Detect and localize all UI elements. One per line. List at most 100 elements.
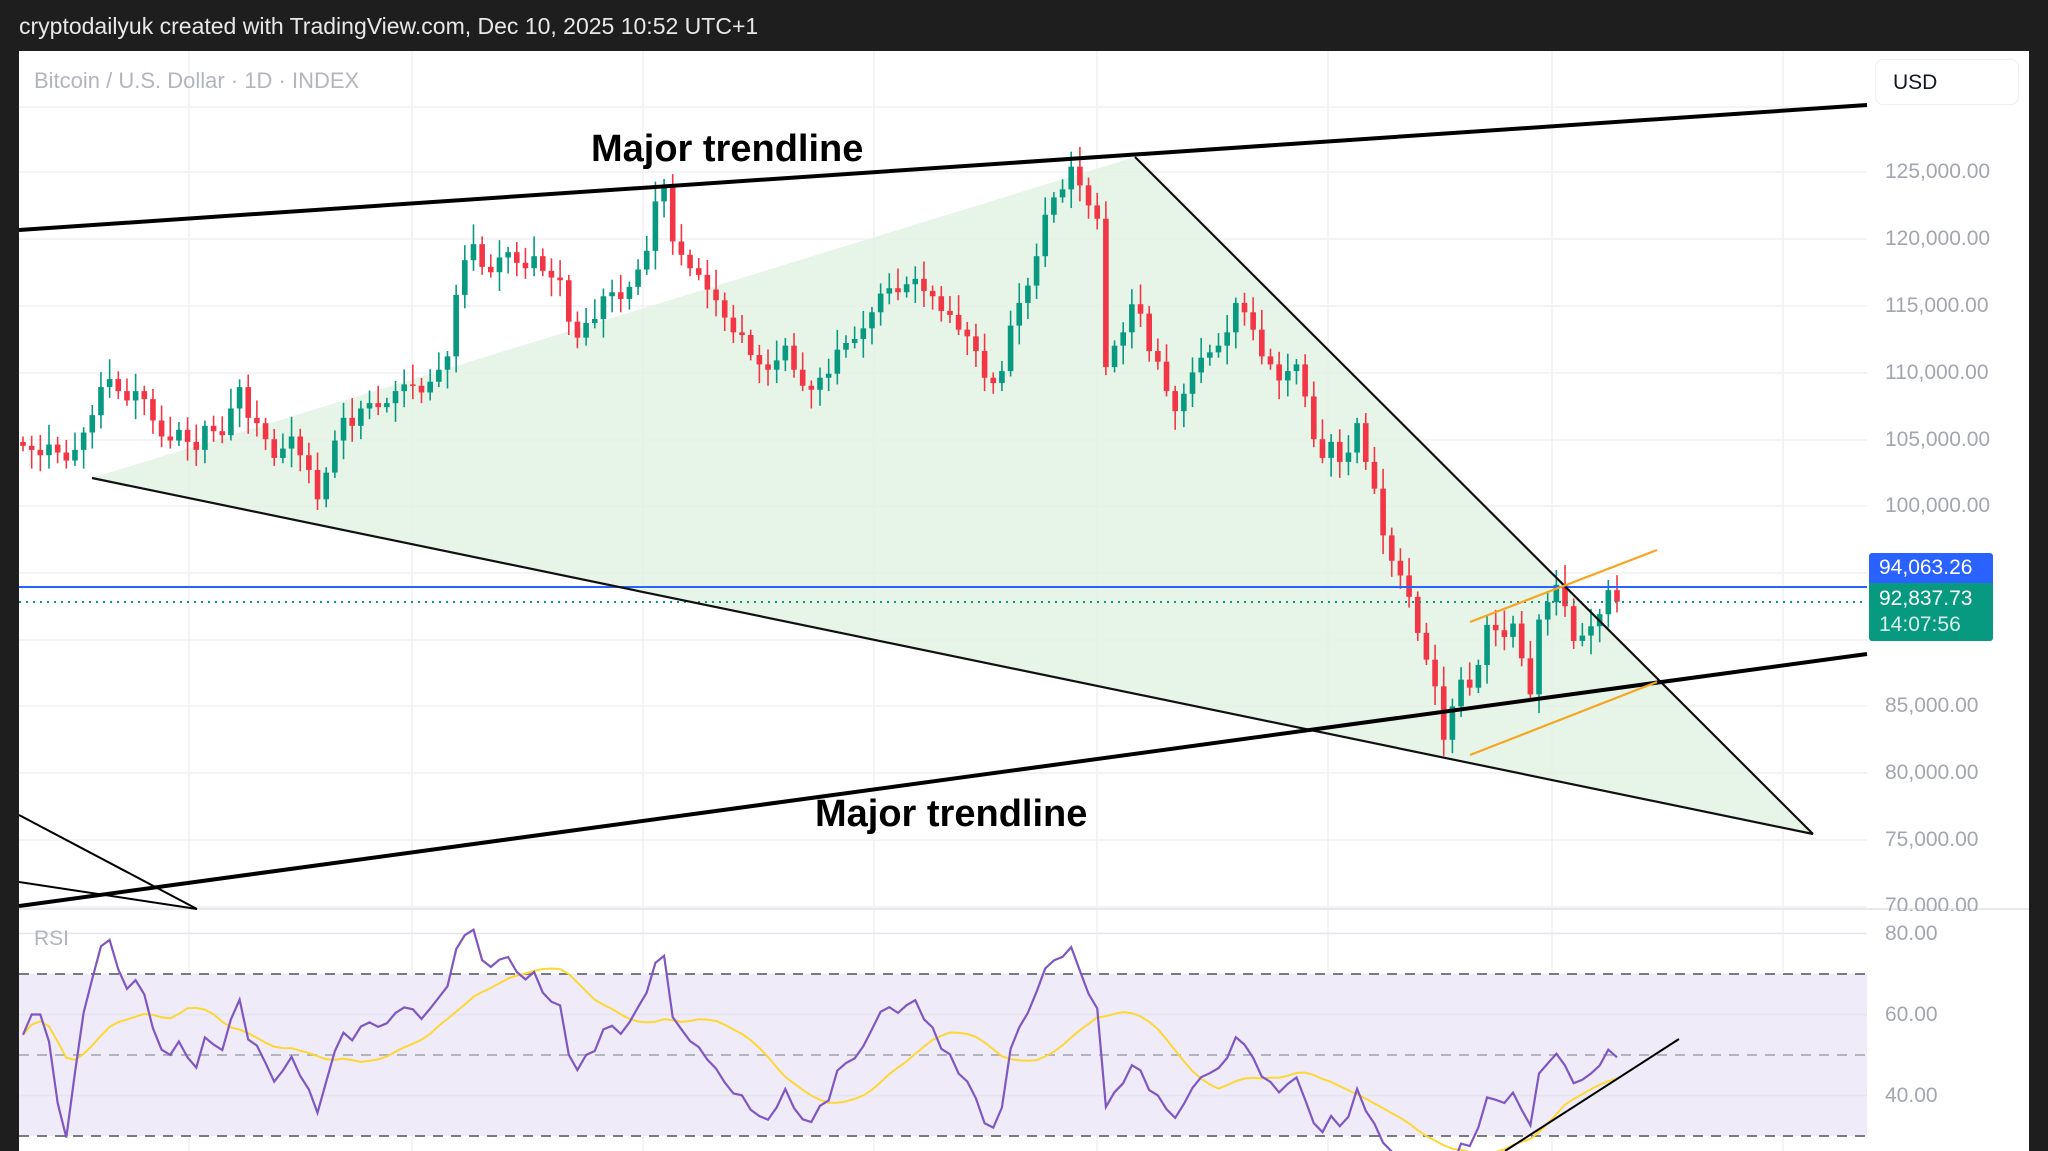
candle-body <box>98 387 104 416</box>
trendline-drawing[interactable] <box>1469 548 1658 624</box>
candle-body <box>1492 624 1499 631</box>
candle-body <box>661 186 667 202</box>
candle-body <box>652 201 659 251</box>
candle-body <box>358 408 364 426</box>
price-axis-label: 100,000.00 <box>1885 494 1991 517</box>
candle-body <box>999 371 1005 384</box>
candle-body <box>1458 679 1464 707</box>
rsi-line <box>21 927 1618 1151</box>
candle-body <box>228 408 234 436</box>
candle-body <box>721 300 728 318</box>
rsi-indicator-label[interactable]: RSI <box>34 927 70 950</box>
candle-body <box>635 269 641 287</box>
candle-body <box>115 379 122 392</box>
candle-body <box>981 351 988 378</box>
candle-body <box>1328 441 1334 458</box>
upper-trendline-annotation[interactable]: Major trendline <box>591 128 864 170</box>
candle-body <box>184 429 191 442</box>
candle-body <box>1007 325 1014 372</box>
candle-body <box>1319 439 1326 458</box>
candle-body <box>1562 584 1568 607</box>
candle-body <box>747 334 754 356</box>
candle-body <box>37 449 44 456</box>
candle-body <box>1077 166 1083 186</box>
trendline-drawing[interactable] <box>19 814 198 910</box>
trendline-drawing[interactable] <box>1134 156 1814 835</box>
candle-body <box>1189 372 1196 394</box>
candle-body <box>1198 357 1204 373</box>
candle-body <box>1553 584 1560 603</box>
symbol-title: Bitcoin / U.S. Dollar · 1D · INDEX <box>34 68 360 93</box>
candle-body <box>609 292 615 297</box>
candle-body <box>332 440 338 473</box>
price-axis-label: 105,000.00 <box>1885 428 1991 451</box>
price-axis-label: 125,000.00 <box>1885 160 1991 183</box>
candle-body <box>825 373 832 378</box>
candle-body <box>505 252 511 258</box>
candle-body <box>877 293 884 313</box>
candle-body <box>921 278 927 291</box>
price-axis-label: 85,000.00 <box>1885 694 1979 717</box>
candle-body <box>1051 197 1057 215</box>
candle-body <box>1146 313 1152 352</box>
candle-body <box>973 336 979 352</box>
price-chart-canvas[interactable] <box>19 51 2029 1151</box>
candle-body <box>1267 356 1274 365</box>
candle-body <box>1345 452 1352 462</box>
candle-body <box>929 290 936 297</box>
candle-body <box>860 328 867 339</box>
attribution-text: cryptodailyuk created with TradingView.c… <box>19 13 759 39</box>
high-price-tag: 94,063.26 <box>1869 553 1993 583</box>
candle-body <box>410 384 416 386</box>
candle-body <box>288 436 295 449</box>
trendline-drawing[interactable] <box>1504 1038 1680 1151</box>
candle-body <box>245 387 252 418</box>
candle-body <box>643 250 650 270</box>
candle-body <box>600 296 607 319</box>
trendline-drawing[interactable] <box>1469 680 1658 757</box>
candle-body <box>1085 185 1092 206</box>
chart-frame[interactable]: Bitcoin / U.S. Dollar · 1D · INDEX USD 1… <box>19 51 2029 1151</box>
candle-body <box>63 452 70 461</box>
lower-trendline-annotation[interactable]: Major trendline <box>815 793 1088 835</box>
candle-body <box>669 186 676 242</box>
trendline-drawing[interactable] <box>19 881 198 910</box>
candle-body <box>851 339 858 344</box>
trendline-drawing[interactable] <box>19 652 1868 908</box>
candle-body <box>349 417 355 426</box>
candle-body <box>54 444 61 453</box>
candle-body <box>219 431 226 436</box>
trendline-drawing[interactable] <box>19 103 1868 232</box>
trendline-drawing[interactable] <box>91 476 1814 836</box>
candle-body <box>271 439 278 458</box>
rsi-axis-label: 60.00 <box>1885 1003 1938 1026</box>
candle-body <box>1475 664 1482 688</box>
candle-body <box>1293 364 1300 372</box>
candle-body <box>1310 396 1317 440</box>
candle-body <box>739 332 745 335</box>
candle-body <box>947 310 953 315</box>
candle-body <box>791 345 797 370</box>
candle-body <box>756 355 763 365</box>
candle-body <box>938 296 945 311</box>
currency-button[interactable]: USD <box>1875 59 2019 105</box>
candle-body <box>1181 393 1187 412</box>
candle-body <box>1536 619 1542 695</box>
candle-body <box>1276 364 1282 381</box>
candle-body <box>1380 488 1386 536</box>
candle-body <box>869 312 875 329</box>
candle-body <box>1025 285 1031 303</box>
candle-body <box>591 318 598 323</box>
candle-body <box>80 432 87 450</box>
candle-body <box>132 391 139 401</box>
candle-body <box>1518 623 1525 659</box>
candle-body <box>1155 351 1161 362</box>
candle-body <box>1259 329 1265 357</box>
candle-body <box>236 387 243 409</box>
candle-body <box>617 292 624 299</box>
candle-body <box>306 455 312 470</box>
bar-countdown: 14:07:56 <box>1879 613 1961 636</box>
candle-body <box>1285 371 1291 381</box>
candle-body <box>1163 361 1170 392</box>
candle-body <box>773 360 780 370</box>
